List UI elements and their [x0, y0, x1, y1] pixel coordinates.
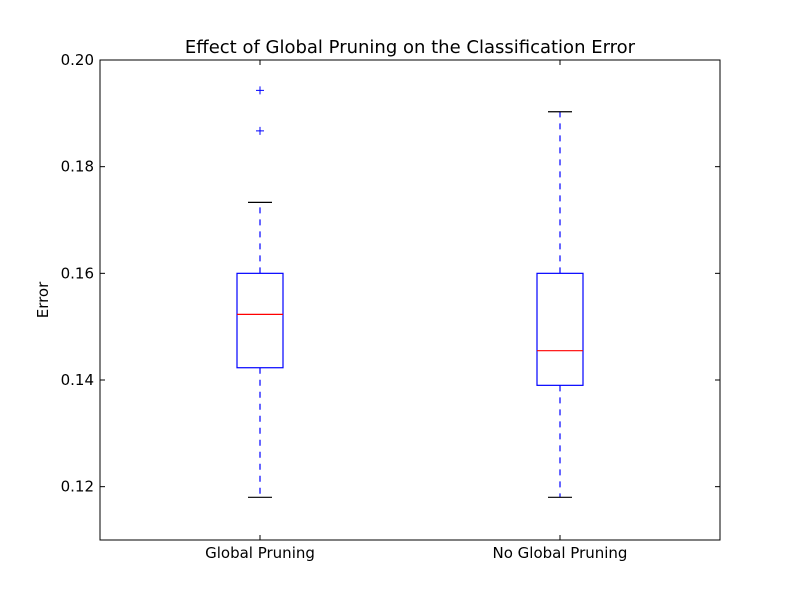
y-tick-label: 0.14: [61, 371, 94, 389]
outlier-marker: [256, 126, 264, 135]
y-tick-label: 0.12: [61, 478, 94, 496]
y-axis-label: Error: [34, 281, 52, 318]
plot-area: 0.12 0.14 0.16 0.18 0.20 Global Pruning No Glo…: [61, 51, 721, 562]
chart-title: Effect of Global Pruning on the Classifi…: [185, 37, 636, 58]
x-tick-label: No Global Pruning: [493, 544, 628, 562]
box: [536, 272, 584, 386]
axes-frame: [99, 59, 721, 541]
y-tick-label: 0.16: [61, 264, 94, 282]
y-tick-label: 0.18: [61, 158, 94, 176]
x-tick-label: Global Pruning: [205, 544, 315, 562]
box: [236, 272, 284, 369]
y-tick-label: 0.20: [61, 51, 94, 69]
outlier-marker: [256, 86, 264, 95]
